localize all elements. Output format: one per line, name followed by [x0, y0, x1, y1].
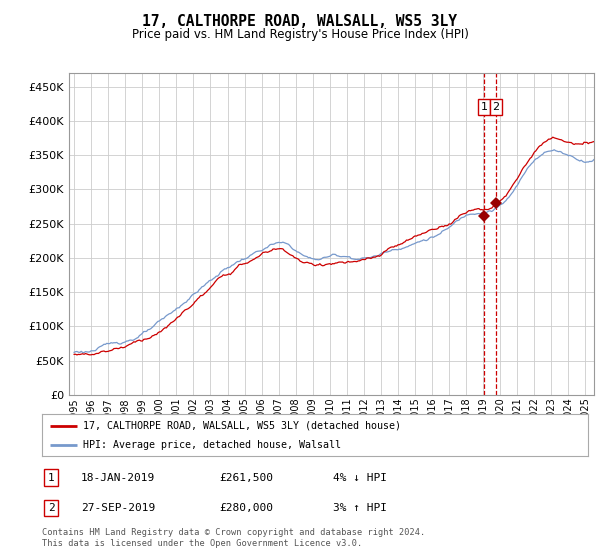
Text: 18-JAN-2019: 18-JAN-2019 [81, 473, 155, 483]
Text: £280,000: £280,000 [219, 503, 273, 513]
Text: HPI: Average price, detached house, Walsall: HPI: Average price, detached house, Wals… [83, 440, 341, 450]
Text: Price paid vs. HM Land Registry's House Price Index (HPI): Price paid vs. HM Land Registry's House … [131, 28, 469, 41]
Text: Contains HM Land Registry data © Crown copyright and database right 2024.
This d: Contains HM Land Registry data © Crown c… [42, 528, 425, 548]
Text: 17, CALTHORPE ROAD, WALSALL, WS5 3LY (detached house): 17, CALTHORPE ROAD, WALSALL, WS5 3LY (de… [83, 421, 401, 431]
Text: 1: 1 [47, 473, 55, 483]
Text: 2: 2 [47, 503, 55, 513]
Text: 2: 2 [493, 102, 500, 112]
Text: 1: 1 [481, 102, 488, 112]
Text: 17, CALTHORPE ROAD, WALSALL, WS5 3LY: 17, CALTHORPE ROAD, WALSALL, WS5 3LY [143, 14, 458, 29]
Text: 27-SEP-2019: 27-SEP-2019 [81, 503, 155, 513]
Text: 4% ↓ HPI: 4% ↓ HPI [333, 473, 387, 483]
Text: £261,500: £261,500 [219, 473, 273, 483]
Text: 3% ↑ HPI: 3% ↑ HPI [333, 503, 387, 513]
